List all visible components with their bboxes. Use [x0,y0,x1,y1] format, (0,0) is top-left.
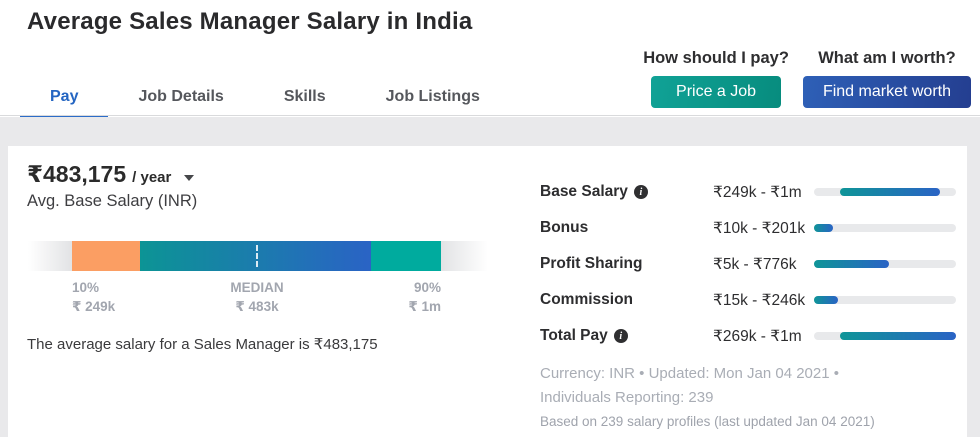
percentile-median: MEDIAN ₹ 483k [230,278,283,316]
percentile-90-label: 90% [413,280,441,295]
comp-bar-fill [814,224,834,232]
percentile-median-label: MEDIAN [230,280,284,295]
header-actions: How should I pay? Price a Job What am I … [643,49,971,108]
comp-bar-fill [839,188,940,196]
footnote-line2: Individuals Reporting: 239 [540,389,714,406]
comp-row-total-pay: Total Pay i ₹269k - ₹1m [540,318,956,354]
price-a-job-button[interactable]: Price a Job [651,76,782,108]
percentile-10: 10% ₹ 249k [72,278,115,316]
info-icon[interactable]: i [633,185,648,199]
comp-row-commission: Commission i ₹15k - ₹246k [540,282,956,318]
comp-range-value: ₹15k - ₹246k [713,291,806,309]
tab-skills[interactable]: Skills [283,88,326,105]
comp-range-value: ₹249k - ₹1m [713,183,802,201]
comp-bar-fill [814,260,890,268]
comp-label-text: Profit Sharing [540,255,643,272]
comp-bar-fill [814,296,839,304]
find-market-worth-button[interactable]: Find market worth [802,76,971,108]
salary-subtitle: Avg. Base Salary (INR) [27,192,198,210]
footnote-line3: Based on 239 salary profiles (last updat… [540,414,875,429]
bar-fade-left [28,241,72,271]
comp-bar-fill [839,332,956,340]
comp-bar-track [814,296,956,304]
salary-headline: ₹483,175 / year [27,161,195,188]
percentile-10-label: 10% [72,280,100,295]
what-am-i-worth-label: What am I worth? [818,49,956,67]
salary-amount: ₹483,175 [27,161,127,187]
comp-label-text: Base Salary [540,183,628,200]
comp-label-text: Total Pay [540,327,608,344]
info-icon[interactable]: i [613,329,628,343]
salary-period: / year [132,169,172,186]
pay-action-column: How should I pay? Price a Job [643,49,789,108]
median-marker [255,245,258,267]
tab-pay[interactable]: Pay [20,82,109,119]
worth-action-column: What am I worth? Find market worth [802,49,971,108]
compensation-table: Base Salary i ₹249k - ₹1m Bonus i ₹10k -… [540,174,956,354]
comp-range-value: ₹269k - ₹1m [713,327,802,345]
comp-bar-track [814,332,956,340]
percentile-90: 90% ₹ 1m [408,278,441,316]
page-title: Average Sales Manager Salary in India [27,8,473,35]
comp-label-text: Bonus [540,219,589,236]
comp-range-value: ₹5k - ₹776k [713,255,797,273]
data-footnote: Currency: INR • Updated: Mon Jan 04 2021… [540,362,875,431]
tab-bar: Pay Job Details Skills Job Listings [20,82,510,119]
comp-label-text: Commission [540,291,634,308]
bar-segment-low [72,241,140,271]
salary-description: The average salary for a Sales Manager i… [27,336,378,353]
tab-job-listings[interactable]: Job Listings [385,88,480,105]
chevron-down-icon[interactable] [184,174,195,181]
comp-bar-track [814,260,956,268]
salary-distribution-bar [28,241,488,271]
comp-bar-track [814,188,956,196]
percentile-90-value: ₹ 1m [408,299,441,314]
how-should-i-pay-label: How should I pay? [643,49,789,67]
tab-job-details[interactable]: Job Details [138,88,224,105]
bar-fade-right [441,241,488,271]
footnote-line1: Currency: INR • Updated: Mon Jan 04 2021… [540,365,839,382]
bar-segment-mid [140,241,371,271]
percentile-labels: 10% ₹ 249k MEDIAN ₹ 483k 90% ₹ 1m [28,278,488,320]
percentile-median-value: ₹ 483k [235,299,279,314]
tabbar-divider [0,115,980,116]
comp-bar-track [814,224,956,232]
comp-row-base-salary: Base Salary i ₹249k - ₹1m [540,174,956,210]
comp-row-profit-sharing: Profit Sharing i ₹5k - ₹776k [540,246,956,282]
comp-row-bonus: Bonus i ₹10k - ₹201k [540,210,956,246]
bar-segment-high [371,241,441,271]
percentile-10-value: ₹ 249k [72,299,116,314]
comp-range-value: ₹10k - ₹201k [713,219,806,237]
pay-overview-card: ₹483,175 / year Avg. Base Salary (INR) 1… [8,146,967,437]
